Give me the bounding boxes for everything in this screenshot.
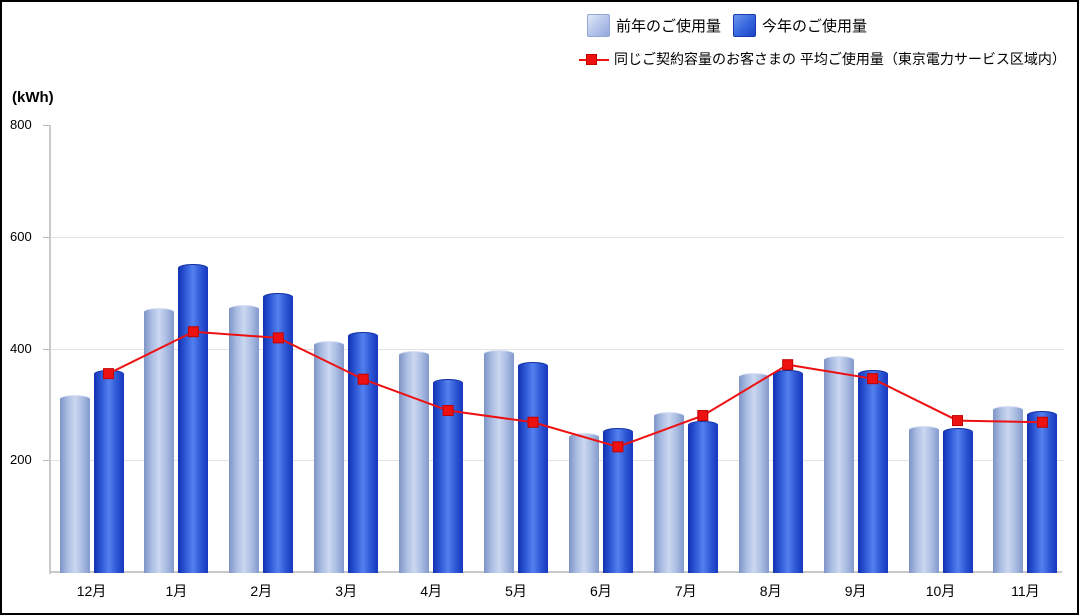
bar-this-year <box>93 369 124 573</box>
legend-row-bars: 前年のご使用量 今年のご使用量 <box>587 14 879 37</box>
bar-this-year <box>857 370 888 573</box>
bar-this-year <box>602 428 633 573</box>
bar-prev-year <box>229 305 260 573</box>
x-axis-label: 7月 <box>674 583 697 599</box>
x-axis-label: 6月 <box>589 583 612 599</box>
x-axis-label: 10月 <box>925 583 956 599</box>
bar-prev-year <box>993 406 1024 573</box>
x-axis-label: 3月 <box>335 583 358 599</box>
legend-row-average-line: 同じご契約容量のお客さまの 平均ご使用量（東京電力サービス区域内） <box>579 49 1066 69</box>
x-axis-label: 12月 <box>76 583 107 599</box>
average-usage-marker <box>697 410 709 422</box>
y-axis-unit-label: (kWh) <box>12 89 54 106</box>
x-axis-label: 2月 <box>250 583 273 599</box>
y-tick-label: 200 <box>10 452 32 468</box>
legend-swatch-this-year <box>733 14 757 37</box>
bar-prev-year <box>738 373 769 573</box>
x-axis <box>49 571 1062 573</box>
x-axis-label: 11月 <box>1011 583 1040 599</box>
x-axis-label: 4月 <box>420 583 442 599</box>
bar-prev-year <box>908 425 939 573</box>
bar-prev-year <box>399 351 430 573</box>
bar-this-year <box>942 428 973 573</box>
legend-label-average: 同じご契約容量のお客さまの 平均ご使用量（東京電力サービス区域内） <box>614 51 1066 67</box>
legend-line-marker-icon <box>579 53 609 65</box>
bar-prev-year <box>653 411 684 573</box>
y-tickmark <box>43 125 50 126</box>
gridline <box>50 237 1064 238</box>
bar-this-year <box>772 370 803 573</box>
y-tickmark <box>43 460 50 461</box>
bar-this-year <box>1027 411 1058 573</box>
x-axis-label: 5月 <box>505 583 527 599</box>
y-tick-label: 600 <box>10 228 32 244</box>
average-usage-marker <box>952 415 963 427</box>
y-tickmark <box>43 349 50 350</box>
bar-this-year <box>687 421 718 573</box>
x-axis-label: 9月 <box>844 583 867 599</box>
y-axis <box>49 125 51 574</box>
bar-prev-year <box>568 432 599 573</box>
legend-label-this-year: 今年のご使用量 <box>762 18 868 35</box>
bar-this-year <box>348 332 379 573</box>
bar-prev-year <box>314 341 345 573</box>
bar-this-year <box>433 379 464 573</box>
y-tick-label: 400 <box>10 340 32 356</box>
y-tickmark <box>43 237 50 238</box>
bar-prev-year <box>823 356 854 573</box>
x-axis-label: 1月 <box>165 583 188 599</box>
bar-prev-year <box>59 395 90 573</box>
bar-this-year <box>178 263 209 573</box>
bar-prev-year <box>484 349 514 573</box>
average-usage-marker <box>782 359 794 371</box>
bar-prev-year <box>144 308 175 573</box>
gridline <box>50 460 1064 461</box>
legend-swatch-prev-year <box>587 14 610 37</box>
y-tick-label: 800 <box>10 117 32 132</box>
bar-this-year <box>263 293 294 573</box>
x-axis-label: 8月 <box>759 583 782 599</box>
legend-label-prev-year: 前年のご使用量 <box>616 18 722 35</box>
bar-this-year <box>518 362 548 573</box>
